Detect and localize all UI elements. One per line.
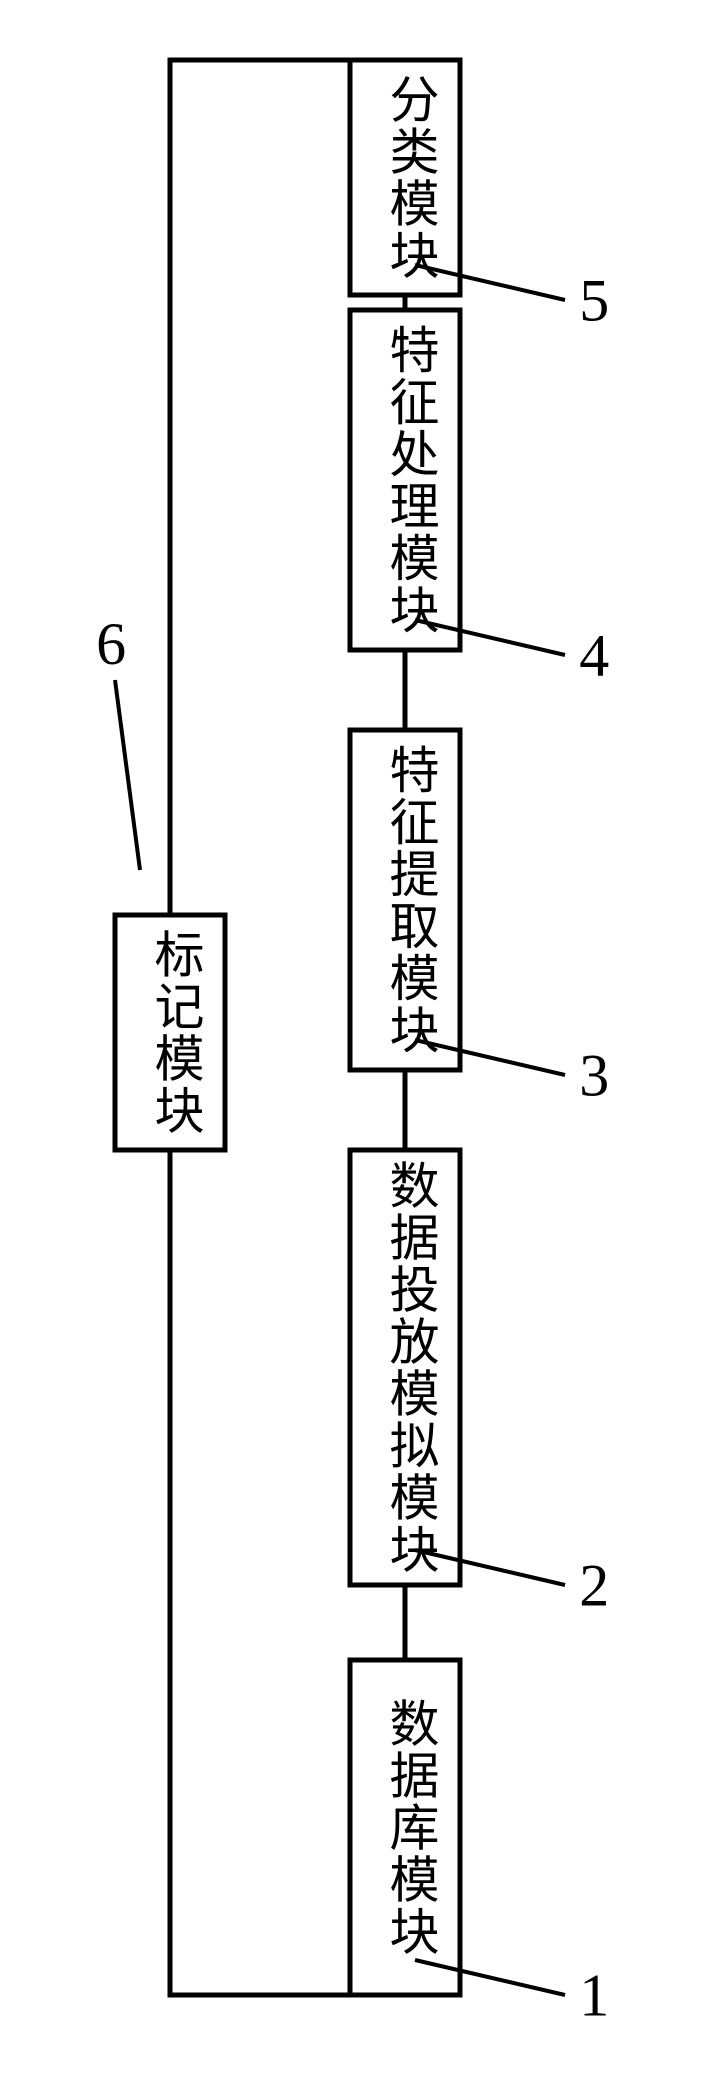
edge-n6-n1	[170, 1150, 350, 1995]
node-n6-number: 6	[96, 611, 126, 677]
node-n6-leader	[115, 680, 140, 870]
node-n2-label: 数据投放模拟模块	[383, 1160, 439, 1576]
node-n1-label: 数据库模块	[383, 1698, 439, 1958]
node-n1-number: 1	[579, 1963, 609, 2029]
node-n5-label: 分类模块	[383, 74, 439, 282]
node-n5-number: 5	[579, 268, 609, 334]
diagram-canvas: 数据库模块 1 数据投放模拟模块 2 特征提取模块 3 特征处理模块 4 分类模块 5 标记模块 6	[0, 0, 710, 2079]
node-n3-number: 3	[579, 1043, 609, 1109]
node-n6-label: 标记模块	[148, 929, 204, 1137]
node-n4-label: 特征处理模块	[383, 324, 439, 636]
node-n4-number: 4	[579, 623, 609, 689]
node-n2-number: 2	[579, 1553, 609, 1619]
node-n3-label: 特征提取模块	[383, 744, 439, 1056]
